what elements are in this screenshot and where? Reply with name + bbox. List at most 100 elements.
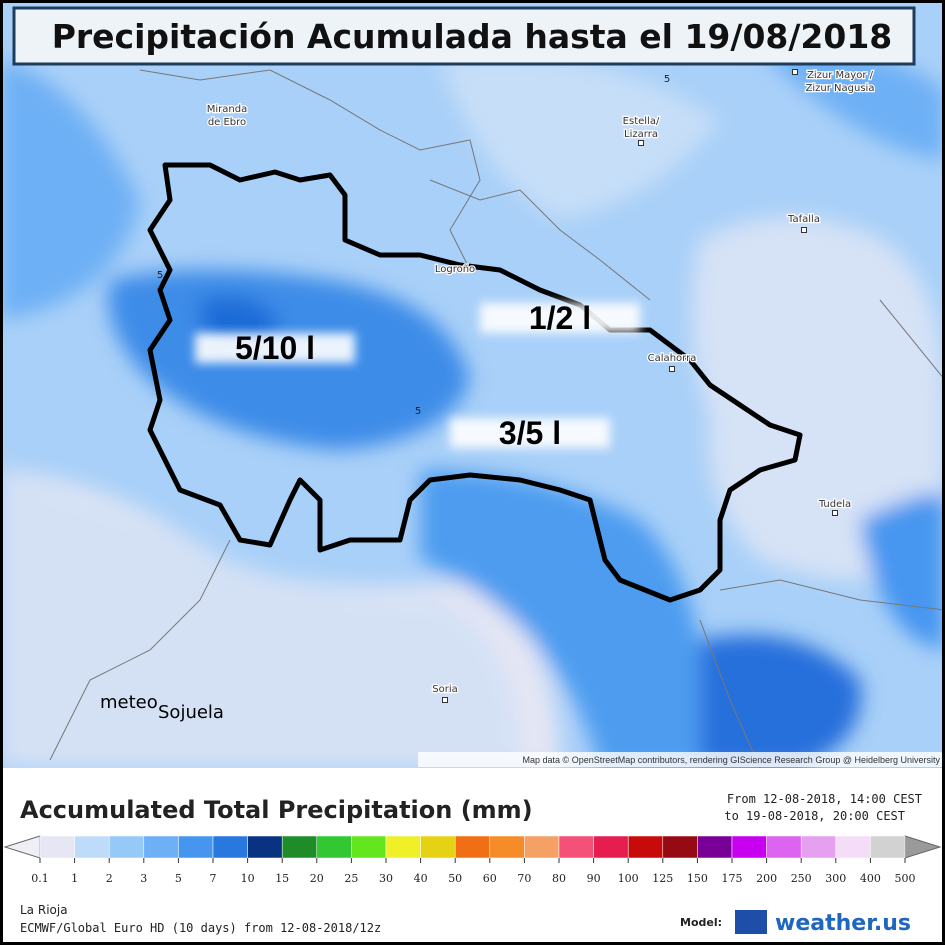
- city-label: Tudela: [818, 499, 851, 510]
- tick-label: 150: [687, 872, 708, 885]
- tick-label: 100: [618, 872, 639, 885]
- tick-label: 7: [210, 872, 217, 885]
- color-swatch: [212, 835, 248, 859]
- color-swatch: [143, 835, 179, 859]
- color-swatch: [39, 835, 75, 859]
- title-banner: Precipitación Acumulada hasta el 19/08/2…: [12, 6, 916, 66]
- city-marker: [832, 510, 838, 516]
- tick-label: 300: [825, 872, 846, 885]
- tick-label: 50: [448, 872, 462, 885]
- tick-label: 1: [71, 872, 78, 885]
- color-swatch: [593, 835, 629, 859]
- city-labels: Miranda de Ebro Estella/Lizarra Zizur Mayor…: [206, 69, 876, 703]
- region-label: 3/5 l: [499, 415, 561, 451]
- region-name: La Rioja: [20, 903, 68, 917]
- color-swatch: [108, 835, 145, 859]
- color-swatch: [247, 835, 283, 859]
- attribution: Map data © OpenStreetMap contributors, r…: [523, 755, 941, 765]
- contour-label: 5: [664, 74, 670, 85]
- city-label: Estella/: [623, 116, 660, 127]
- borders: [49, 69, 945, 769]
- label-halo: [450, 418, 610, 448]
- map: Miranda de Ebro Estella/Lizarra Zizur Mayor…: [0, 0, 945, 769]
- precip-fields: [0, 48, 945, 768]
- color-swatch: [178, 835, 214, 859]
- city-label: Tafalla: [787, 214, 820, 225]
- color-swatch: [281, 835, 318, 859]
- contour-label: 5: [415, 406, 421, 417]
- tick-label: 90: [587, 872, 601, 885]
- title-box: [12, 6, 916, 66]
- watermark-text: Sojuela: [158, 702, 224, 723]
- city-label: Calahorra: [648, 353, 697, 364]
- tick-label: 200: [756, 872, 777, 885]
- tick-label: 5: [175, 872, 182, 885]
- color-swatch: [697, 835, 733, 859]
- tick-label: 175: [722, 872, 743, 885]
- color-swatch: [662, 835, 698, 859]
- city-label: Soria: [432, 684, 457, 695]
- city-marker: [792, 69, 798, 75]
- city-label: Zizur Mayor /: [807, 70, 874, 81]
- city-label: Zizur Nagusia: [806, 83, 875, 94]
- color-swatch: [420, 835, 456, 859]
- eu-flag: [735, 910, 767, 934]
- legend-title: Accumulated Total Precipitation (mm): [20, 796, 533, 824]
- color-swatch: [835, 835, 871, 859]
- color-swatch: [627, 835, 664, 859]
- tick-label: 40: [414, 872, 428, 885]
- tick-label: 2: [106, 872, 113, 885]
- region-outline: [147, 162, 803, 603]
- color-swatch: [454, 835, 491, 859]
- model-label: Model:: [680, 916, 722, 929]
- city-marker: [638, 140, 644, 146]
- color-swatch: [870, 835, 906, 859]
- watermark-text: meteo: [100, 692, 158, 713]
- tick-label: 400: [860, 872, 881, 885]
- color-swatch: [731, 835, 767, 859]
- contour-label: 5: [157, 270, 163, 281]
- color-swatch: [385, 835, 421, 859]
- tick-label: 125: [652, 872, 673, 885]
- region-label: 5/10 l: [235, 330, 315, 366]
- city-label: de Ebro: [208, 117, 246, 128]
- period-from: From 12-08-2018, 14:00 CEST: [727, 792, 922, 806]
- label-halo: [195, 333, 355, 363]
- tick-label: 15: [275, 872, 289, 885]
- color-swatch: [351, 835, 387, 859]
- region-labels: 5/10 l 1/2 l 3/5 l: [195, 300, 640, 451]
- tick-label: 3: [140, 872, 147, 885]
- color-swatch: [74, 835, 110, 859]
- region-label: 1/2 l: [529, 300, 591, 336]
- watermark: meteo Sojuela: [100, 692, 224, 723]
- tick-label: 10: [241, 872, 255, 885]
- period-to: to 19-08-2018, 20:00 CEST: [724, 809, 905, 823]
- tick-label: 70: [517, 872, 531, 885]
- tick-label: 30: [379, 872, 393, 885]
- color-swatch: [558, 835, 594, 859]
- tick-label: 80: [552, 872, 566, 885]
- city-marker: [801, 227, 807, 233]
- model-info: ECMWF/Global Euro HD (10 days) from 12-0…: [20, 921, 381, 935]
- city-label: Lizarra: [624, 129, 658, 140]
- city-marker: [442, 697, 448, 703]
- color-swatch: [800, 835, 837, 859]
- color-swatch: [489, 835, 525, 859]
- brand: weather.us: [775, 911, 911, 936]
- legend: Accumulated Total Precipitation (mm) Fro…: [0, 768, 945, 945]
- title: Precipitación Acumulada hasta el 19/08/2…: [52, 17, 893, 56]
- tick-label: 60: [483, 872, 497, 885]
- tick-label: 25: [344, 872, 358, 885]
- attribution-bg: [418, 752, 945, 767]
- color-swatch: [524, 835, 560, 859]
- color-swatch: [316, 835, 352, 859]
- color-swatch: [766, 835, 802, 859]
- colorbar: 0.1 1 2 3 5 7 10 15 20 25 30 40 50 60 70 80 90 100 125 150 1…: [3, 835, 942, 885]
- contour-labels: 5 5 5: [157, 74, 670, 417]
- city-label: Miranda: [207, 104, 247, 115]
- tick-label: 0.1: [31, 872, 49, 885]
- tick-label: 500: [895, 872, 916, 885]
